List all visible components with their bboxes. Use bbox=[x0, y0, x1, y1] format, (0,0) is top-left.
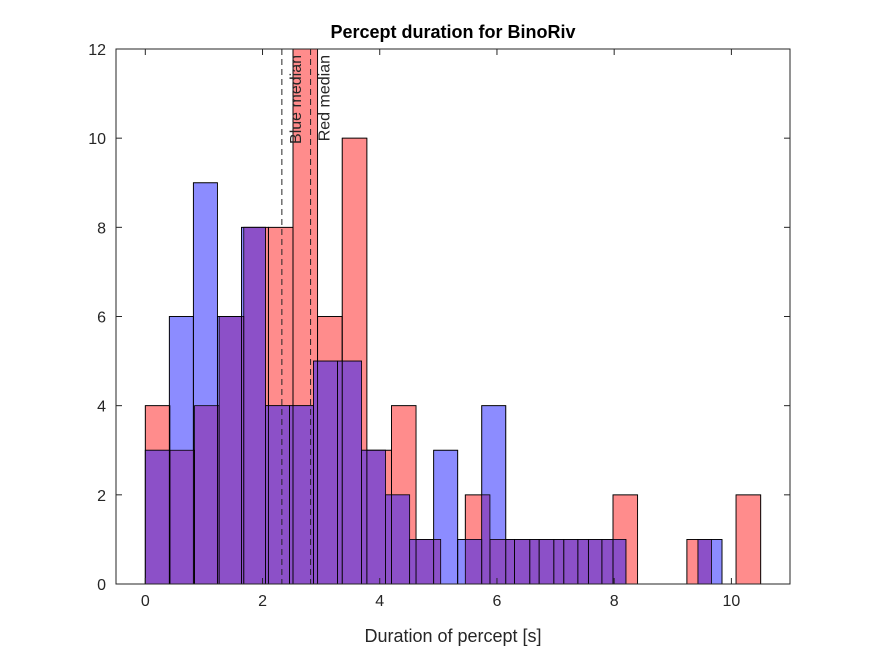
overlap-region-3 bbox=[193, 450, 195, 584]
overlap-region-14 bbox=[317, 361, 338, 584]
x-tick-label-0: 0 bbox=[141, 593, 150, 610]
overlap-region-24 bbox=[465, 539, 482, 584]
x-tick-label-2: 4 bbox=[375, 593, 384, 610]
overlap-region-33 bbox=[577, 539, 589, 584]
x-tick-label-1: 2 bbox=[258, 593, 267, 610]
overlap-region-7 bbox=[241, 316, 244, 584]
overlap-region-23 bbox=[433, 539, 441, 584]
overlap-region-31 bbox=[553, 539, 564, 584]
overlap-region-37 bbox=[697, 539, 712, 584]
ticks-layer: 0 2 4 6 8 10 0 2 4 6 8 10 12 bbox=[88, 42, 790, 610]
overlap-region-28 bbox=[514, 539, 530, 584]
overlap-region-26 bbox=[489, 539, 506, 584]
x-axis-label: Duration of percept [s] bbox=[364, 626, 541, 646]
overlap-region-10 bbox=[268, 405, 290, 584]
overlap-region-15 bbox=[337, 361, 343, 584]
overlap-region-27 bbox=[505, 539, 515, 584]
overlap-region-25 bbox=[481, 494, 490, 584]
y-tick-label-6: 12 bbox=[88, 42, 106, 59]
overlap-region-12 bbox=[292, 405, 314, 584]
overlap-region-11 bbox=[289, 405, 293, 584]
overlap-region-35 bbox=[601, 539, 614, 584]
overlap-region-22 bbox=[416, 539, 434, 584]
medians-layer: Blue median Red median bbox=[281, 49, 334, 584]
overlap-layer bbox=[144, 48, 762, 585]
overlap-region-18 bbox=[366, 450, 386, 584]
overlap-region-20 bbox=[391, 494, 410, 584]
overlap-region-9 bbox=[265, 405, 269, 584]
overlap-region-16 bbox=[342, 361, 362, 584]
y-tick-label-0: 0 bbox=[97, 577, 106, 594]
median-label-1: Red median bbox=[317, 55, 334, 141]
overlap-region-21 bbox=[409, 539, 417, 584]
overlap-region-13 bbox=[313, 361, 318, 584]
x-tick-label-4: 8 bbox=[610, 593, 619, 610]
y-tick-label-4: 8 bbox=[97, 220, 106, 237]
y-tick-label-3: 6 bbox=[97, 310, 106, 327]
histogram-bar-s0-20 bbox=[735, 494, 762, 585]
x-tick-label-5: 10 bbox=[722, 593, 740, 610]
overlap-region-19 bbox=[385, 494, 392, 584]
overlap-region-5 bbox=[217, 405, 220, 584]
overlap-region-8 bbox=[243, 227, 266, 585]
chart-title: Percept duration for BinoRiv bbox=[330, 22, 575, 42]
y-tick-label-1: 2 bbox=[97, 488, 106, 505]
overlap-region-0 bbox=[145, 450, 170, 584]
y-tick-label-2: 4 bbox=[97, 399, 106, 416]
overlap-region-34 bbox=[588, 539, 602, 584]
overlap-region-30 bbox=[539, 539, 554, 584]
overlap-region-36 bbox=[613, 539, 626, 584]
y-tick-label-5: 10 bbox=[88, 131, 106, 148]
overlap-region-17 bbox=[361, 450, 367, 584]
overlap-region-29 bbox=[529, 539, 540, 584]
median-label-0: Blue median bbox=[288, 55, 305, 144]
overlap-region-32 bbox=[563, 539, 578, 584]
x-tick-label-3: 6 bbox=[493, 593, 502, 610]
overlap-region-6 bbox=[219, 316, 242, 584]
overlap-region-2 bbox=[169, 450, 194, 584]
overlap-region-4 bbox=[194, 405, 218, 584]
